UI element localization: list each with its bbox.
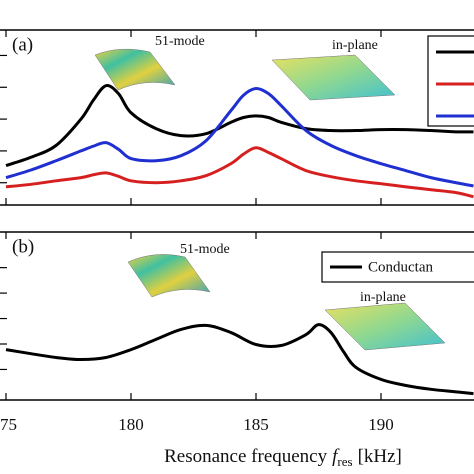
x-axis-label-part: [kHz] [358,446,402,467]
panel-label: (a) [12,34,33,55]
series-line [5,323,474,396]
annotation: in-plane [360,290,406,305]
axes-frame [0,231,474,401]
panel-b: 75 180 185 190 (b) 51-mode in-plane Conductan [0,231,474,434]
inset-in-plane-a [271,54,396,101]
x-tick-label: 75 [0,415,17,434]
axes-frame [0,29,474,206]
panel-a: (a) 51-mode in-plane [0,29,474,206]
panel-label: (b) [12,236,34,257]
inset-51-mode-b [127,254,211,298]
x-tick-label: 185 [243,415,269,434]
series-line [5,84,474,167]
x-tick-label: 180 [118,415,144,434]
inset-51-mode-a [94,48,176,91]
series-line [5,87,474,188]
x-axis-label: Resonance frequency fres [kHz] [164,446,402,469]
x-axis-label-part: f [332,446,340,467]
legend-box [427,35,474,127]
series-line [5,146,474,199]
annotation: 51-mode [155,34,205,49]
inset-in-plane-b [324,302,446,351]
x-axis-label-part: Resonance frequency [164,446,328,467]
x-axis-label-part: res [337,454,352,469]
annotation: in-plane [332,38,378,53]
x-tick-label: 190 [368,415,394,434]
legend-label: Conductan [368,259,433,275]
annotation: 51-mode [180,242,230,257]
